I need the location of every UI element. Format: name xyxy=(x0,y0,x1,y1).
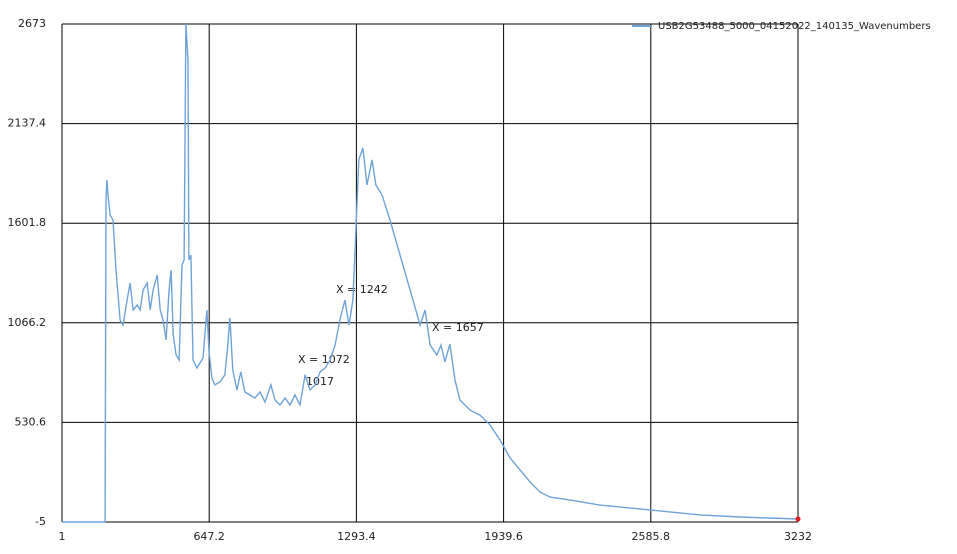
x-tick-label: 1 xyxy=(59,530,66,543)
x-tick-label: 3232 xyxy=(784,530,812,543)
annotation: X = 1657 xyxy=(432,321,484,334)
y-tick-label: 2673 xyxy=(18,17,46,30)
end-point xyxy=(795,516,801,522)
x-tick-label: 2585.8 xyxy=(632,530,671,543)
y-tick-label: 1601.8 xyxy=(8,216,47,229)
data-line xyxy=(62,23,799,523)
x-tick-label: 1939.6 xyxy=(484,530,523,543)
y-tick-label: 1066.2 xyxy=(8,316,47,329)
y-tick-label: 2137.4 xyxy=(8,117,47,130)
x-tick-label: 1293.4 xyxy=(337,530,376,543)
annotation: X = 1072 xyxy=(298,353,350,366)
annotation: 1017 xyxy=(306,375,334,388)
x-tick-label: 647.2 xyxy=(193,530,225,543)
legend-label: USB2G53488_5000_04152022_140135_Wavenumb… xyxy=(658,21,931,32)
annotation: X = 1242 xyxy=(336,283,388,296)
y-tick-label: -5 xyxy=(35,515,46,528)
y-tick-label: 530.6 xyxy=(15,415,47,428)
